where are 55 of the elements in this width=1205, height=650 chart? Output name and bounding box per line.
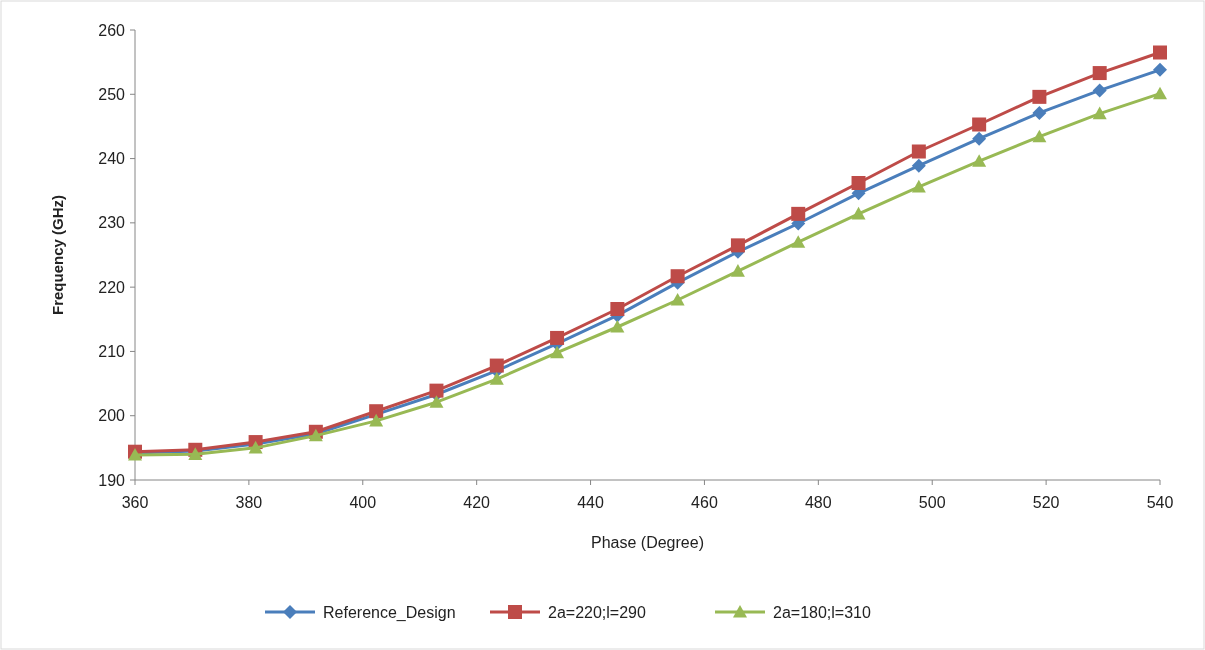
point [489,358,504,373]
x-tick-label: 460 [691,494,718,511]
point [429,395,444,408]
point [610,302,625,316]
point [1092,106,1107,120]
y-tick-label: 250 [98,85,126,103]
x-tick-label: 500 [918,494,946,511]
point [851,206,866,220]
point [730,238,745,253]
point [791,235,806,248]
point [972,117,987,132]
x-tick-label: 400 [349,494,377,511]
legend-label: 2a=220;l=290 [548,603,646,621]
point [730,264,745,277]
point [550,330,565,345]
point [911,179,926,193]
point [1092,66,1107,81]
point [851,176,866,190]
y-tick-label: 200 [98,407,126,425]
x-axis-title: Phase (Degree) [591,534,704,551]
point [1153,45,1167,60]
legend-label: 2a=180;l=310 [773,603,871,621]
point [550,345,565,359]
point [489,372,504,385]
point [791,206,806,221]
point [911,144,926,159]
point [610,320,625,333]
x-tick-label: 480 [804,494,832,511]
point [369,413,384,427]
x-tick-label: 540 [1146,494,1174,511]
y-tick-label: 230 [98,214,126,232]
legend-label: Reference_Design [323,603,456,622]
point [670,293,685,306]
y-tick-label: 240 [98,150,126,168]
x-tick-label: 520 [1032,494,1060,511]
y-tick-label: 210 [98,343,126,361]
x-tick-label: 440 [577,494,604,511]
point [1032,105,1047,120]
point [1092,83,1107,98]
y-axis-title: Frequency (GHz) [49,194,66,316]
point [972,154,987,167]
y-tick-label: 260 [98,21,126,39]
x-tick-label: 380 [235,494,263,511]
point [1032,129,1047,143]
point [972,131,987,146]
point [670,269,685,284]
point [1032,89,1047,104]
y-tick-label: 190 [98,471,126,489]
x-tick-label: 360 [121,494,149,511]
point [911,158,926,173]
point [1153,62,1167,77]
point [1153,86,1167,100]
y-tick-label: 220 [98,278,126,296]
point [429,383,444,398]
x-tick-label: 420 [463,494,491,511]
